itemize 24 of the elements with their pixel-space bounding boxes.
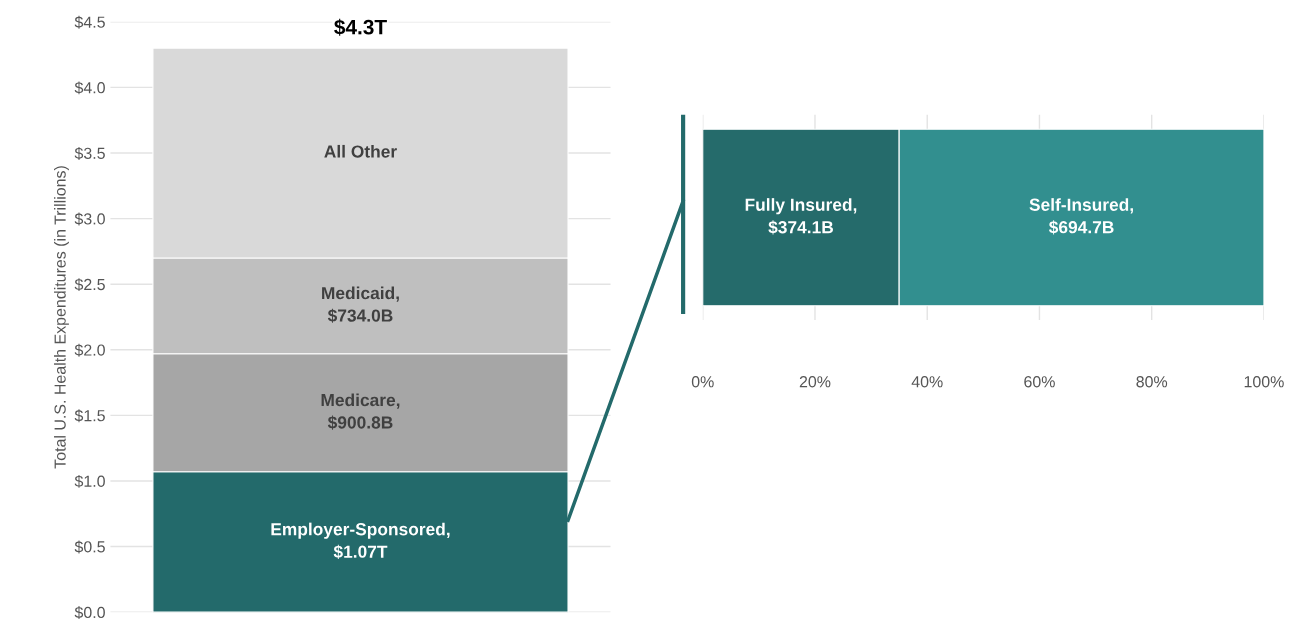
x-tick-label: 80% <box>1136 376 1168 388</box>
y-tick-label: $3.5 <box>74 146 105 160</box>
x-tick-label: 0% <box>691 376 714 388</box>
y-tick-label: $2.0 <box>74 343 105 357</box>
x-tick-label: 60% <box>1024 376 1055 388</box>
y-tick-label: $4.0 <box>74 81 105 95</box>
y-tick-label: $3.0 <box>74 212 105 226</box>
y-tick-label: $2.5 <box>74 278 105 292</box>
chart-title: $4.3T <box>334 18 387 36</box>
y-tick-label: $1.0 <box>74 474 105 488</box>
x-tick-label: 40% <box>911 376 943 388</box>
annotation: Medicaid, $734.0B <box>322 286 399 323</box>
y-axis-title: Total U.S. Health Expenditures (in Trillions) <box>54 166 69 469</box>
annotation: Employer-Sponsored, $1.07T <box>271 522 450 559</box>
x-tick-label: 100% <box>1244 376 1284 388</box>
y-tick-label: $0.0 <box>74 606 105 620</box>
x-tick-label: 20% <box>799 376 831 388</box>
annotation: Self-Insured, $694.7B <box>1029 198 1133 235</box>
y-tick-label: $0.5 <box>74 540 105 554</box>
y-tick-label: $1.5 <box>74 409 105 423</box>
annotation: Medicare, $900.8B <box>321 393 400 430</box>
y-tick-label: $4.5 <box>74 15 105 29</box>
annotation: All Other <box>324 144 397 158</box>
annotation: Fully Insured, $374.1B <box>745 198 857 235</box>
